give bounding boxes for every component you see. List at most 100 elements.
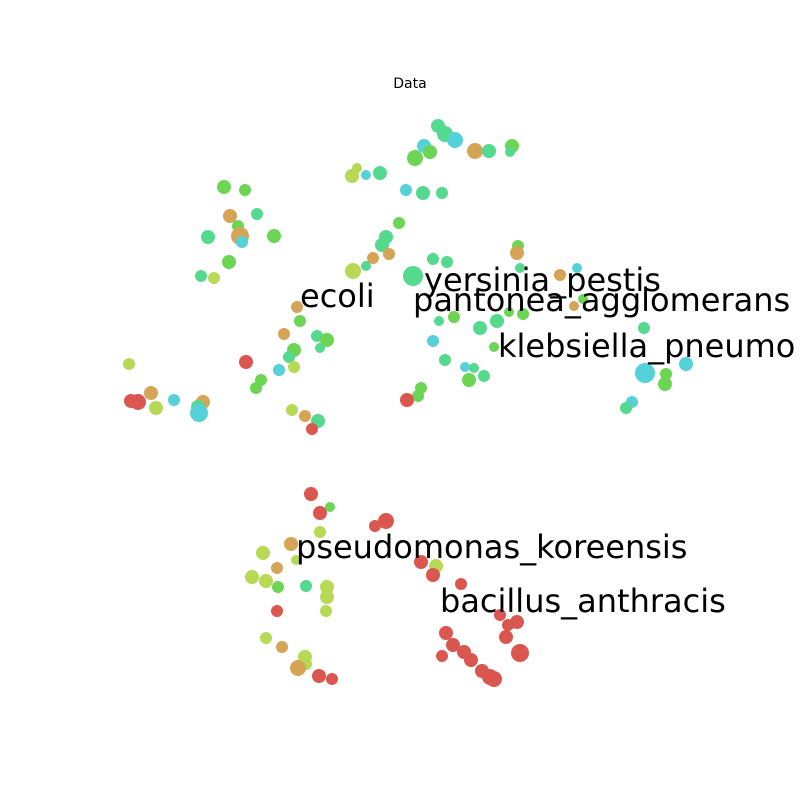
scatter-point-114 [455,578,467,590]
scatter-point-66 [658,377,672,391]
scatter-point-113 [320,590,334,604]
scatter-point-40 [515,263,525,273]
scatter-point-126 [511,644,529,662]
scatter-point-9 [505,147,515,157]
scatter-point-90 [190,404,208,422]
scatter-point-119 [502,619,514,631]
scatter-point-82 [123,358,135,370]
scatter-point-62 [638,322,650,334]
scatter-point-96 [325,502,335,512]
scatter-point-33 [367,252,379,264]
scatter-point-41 [403,266,423,286]
scatter-point-76 [283,351,295,363]
scatter-point-18 [239,184,251,196]
scatter-point-99 [369,520,381,532]
scatter-point-95 [304,487,318,501]
scatter-point-52 [489,342,499,352]
scatter-point-123 [276,641,288,653]
scatter-point-108 [245,570,259,584]
scatter-point-79 [239,355,253,369]
scatter-point-109 [259,574,273,588]
scatter-point-6 [467,143,483,159]
scatter-point-49 [434,316,444,326]
scatter-point-5 [407,150,423,166]
scatter-point-100 [314,526,326,538]
scatter-point-11 [345,169,359,183]
scatter-point-121 [439,626,453,640]
chart-title: Data [393,76,426,92]
scatter-point-63 [679,357,693,371]
scatter-point-69 [291,301,303,313]
scatter-point-29 [393,217,405,229]
scatter-point-131 [290,660,306,676]
points-layer [123,119,693,687]
scatter-point-34 [361,261,371,271]
scatter-point-44 [578,294,588,304]
scatter-point-17 [217,180,231,194]
scatter-point-50 [473,321,487,335]
scatter-point-2 [447,132,463,148]
scatter-point-54 [439,354,451,366]
scatter-point-101 [284,537,298,551]
scatter-point-120 [499,630,513,644]
scatter-point-24 [201,230,215,244]
scatter-point-37 [510,246,524,260]
scatter-point-35 [345,263,361,279]
scatter-point-14 [400,184,412,196]
scatter-point-61 [400,393,414,407]
scatter-point-47 [517,308,529,320]
scatter-point-124 [446,638,460,652]
scatter-point-94 [306,423,318,435]
scatter-point-102 [256,546,270,560]
cluster-label-bacillus-anthracis: bacillus_anthracis [440,582,726,620]
scatter-point-19 [223,209,237,223]
scatter-point-92 [299,410,311,422]
scatter-point-38 [427,253,439,265]
cluster-labels: ecoli yersinia_pestis pantonea_agglomera… [296,261,795,620]
scatter-point-48 [448,311,460,323]
scatter-point-110 [272,581,284,593]
scatter-point-136 [326,673,338,685]
scatter-point-23 [236,236,248,248]
scatter-point-7 [482,144,496,158]
scatter-point-4 [423,145,437,159]
scatter-point-85 [130,394,146,410]
cluster-label-pantonea-agglomerans: pantonea_agglomerans [413,281,790,319]
scatter-point-72 [311,330,323,342]
scatter-point-56 [469,363,479,373]
scatter-point-83 [144,386,158,400]
scatter-point-128 [464,653,478,667]
scatter-point-53 [427,335,439,347]
scatter-point-13 [373,166,387,180]
scatter-point-58 [462,373,476,387]
scatter-point-111 [300,580,312,592]
scatter-point-64 [635,363,655,383]
scatter-point-39 [441,256,453,268]
scatter-point-107 [271,562,283,574]
scatter-point-77 [288,361,300,373]
scatter-point-70 [294,315,306,327]
scatter-point-97 [313,506,327,520]
cluster-label-klebsiella-pneumo: klebsiella_pneumo [498,327,795,365]
scatter-point-12 [361,170,371,180]
scatter-point-46 [504,307,514,317]
scatter-point-127 [436,650,448,662]
scatter-point-16 [436,187,448,199]
cluster-label-pseudomonas-koreensis: pseudomonas_koreensis [296,528,687,566]
scatter-point-26 [222,255,236,269]
scatter-point-45 [569,301,579,311]
scatter-point-28 [208,272,220,284]
scatter-point-122 [260,632,272,644]
scatter-point-71 [278,328,290,340]
scatter-point-117 [494,609,506,621]
scatter-point-31 [375,238,389,252]
scatter-point-42 [554,269,566,281]
scatter-point-134 [486,671,502,687]
scatter-point-103 [291,555,301,565]
scatter-point-60 [412,390,424,402]
scatter-point-104 [414,555,428,569]
scatter-point-68 [620,402,632,414]
scatter-point-91 [286,404,298,416]
scatter-point-81 [250,382,262,394]
